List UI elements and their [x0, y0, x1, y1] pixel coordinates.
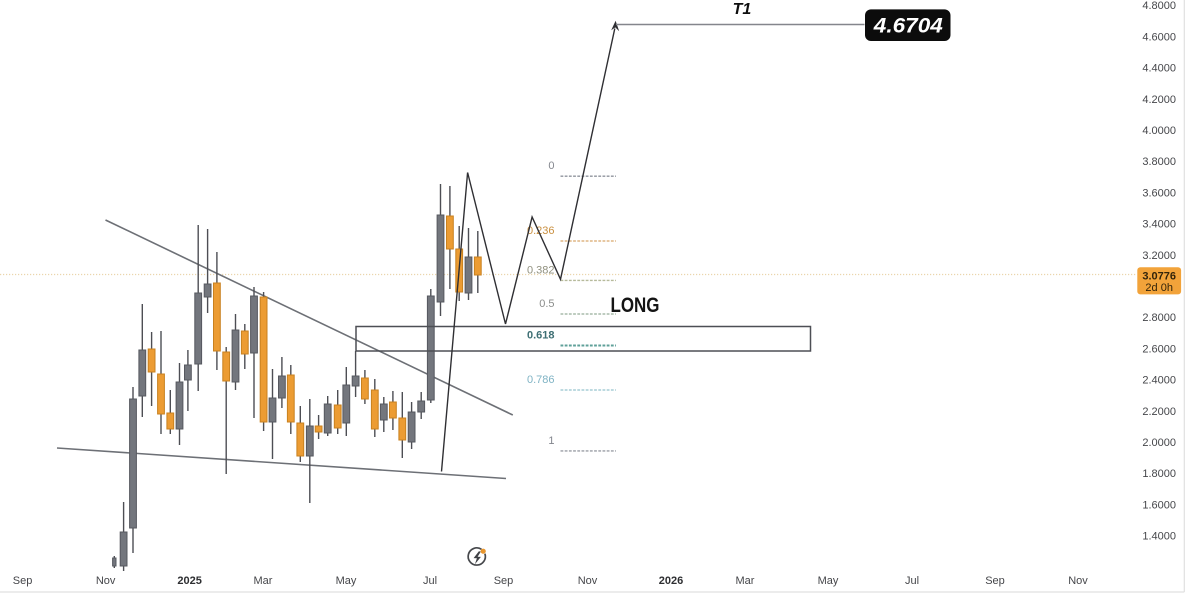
svg-text:4.4000: 4.4000 [1142, 63, 1176, 75]
svg-text:2025: 2025 [177, 575, 201, 587]
svg-text:Nov: Nov [578, 575, 598, 587]
svg-text:2.2000: 2.2000 [1142, 406, 1176, 418]
svg-text:4.6704: 4.6704 [873, 15, 943, 38]
svg-text:Jul: Jul [423, 575, 437, 587]
svg-text:Sep: Sep [494, 575, 514, 587]
svg-text:Nov: Nov [96, 575, 116, 587]
svg-text:4.2000: 4.2000 [1142, 94, 1176, 106]
svg-text:Sep: Sep [985, 575, 1005, 587]
svg-text:3.6000: 3.6000 [1142, 187, 1176, 199]
svg-text:3.2000: 3.2000 [1142, 250, 1176, 262]
svg-text:3.4000: 3.4000 [1142, 219, 1176, 231]
svg-text:0.5: 0.5 [539, 298, 554, 310]
svg-text:Sep: Sep [13, 575, 33, 587]
svg-text:1: 1 [548, 435, 554, 447]
svg-text:0.236: 0.236 [527, 225, 555, 237]
svg-text:2d 0h: 2d 0h [1145, 282, 1173, 294]
svg-text:3.8000: 3.8000 [1142, 156, 1176, 168]
svg-text:0: 0 [548, 160, 554, 172]
svg-text:Nov: Nov [1068, 575, 1088, 587]
svg-text:Mar: Mar [254, 575, 273, 587]
svg-text:2.8000: 2.8000 [1142, 312, 1176, 324]
svg-text:2.6000: 2.6000 [1142, 343, 1176, 355]
svg-text:May: May [336, 575, 357, 587]
svg-text:1.6000: 1.6000 [1142, 499, 1176, 511]
svg-text:0.786: 0.786 [527, 374, 555, 386]
svg-text:0.618: 0.618 [527, 330, 555, 342]
svg-text:2.0000: 2.0000 [1142, 437, 1176, 449]
svg-text:T1: T1 [733, 1, 752, 18]
svg-text:3.0776: 3.0776 [1142, 271, 1176, 283]
svg-text:4.6000: 4.6000 [1142, 31, 1176, 43]
svg-text:Mar: Mar [736, 575, 755, 587]
svg-text:LONG: LONG [611, 293, 660, 317]
svg-text:2026: 2026 [659, 575, 683, 587]
svg-text:Jul: Jul [905, 575, 919, 587]
svg-text:4.8000: 4.8000 [1142, 0, 1176, 12]
svg-text:1.8000: 1.8000 [1142, 468, 1176, 480]
svg-text:0.382: 0.382 [527, 264, 555, 276]
svg-text:1.4000: 1.4000 [1142, 531, 1176, 543]
svg-text:4.0000: 4.0000 [1142, 125, 1176, 137]
svg-text:2.4000: 2.4000 [1142, 375, 1176, 387]
svg-text:May: May [818, 575, 839, 587]
